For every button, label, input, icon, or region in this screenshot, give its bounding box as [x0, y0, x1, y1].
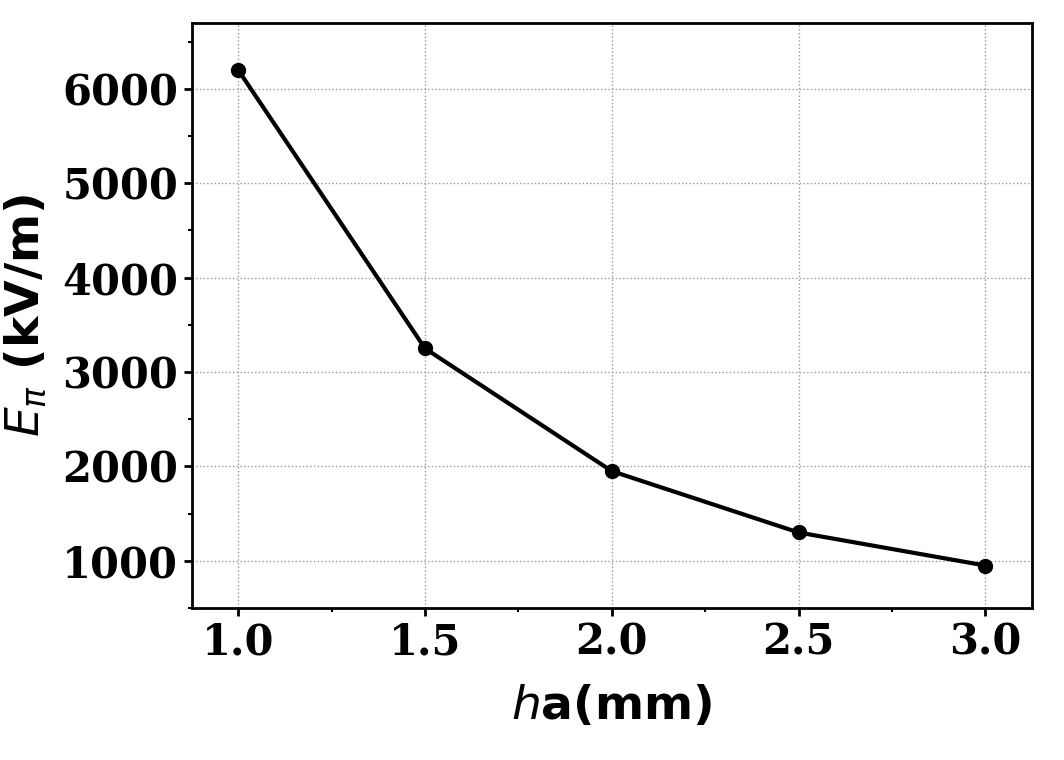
X-axis label: $\mathit{h}$$\mathbf{a}$$\mathbf{(mm)}$: $\mathit{h}$$\mathbf{a}$$\mathbf{(mm)}$ [511, 684, 713, 729]
Y-axis label: $\mathit{E}_{\mathit{\pi}}$ $\mathbf{(kV/m)}$: $\mathit{E}_{\mathit{\pi}}$ $\mathbf{(kV… [2, 194, 49, 437]
